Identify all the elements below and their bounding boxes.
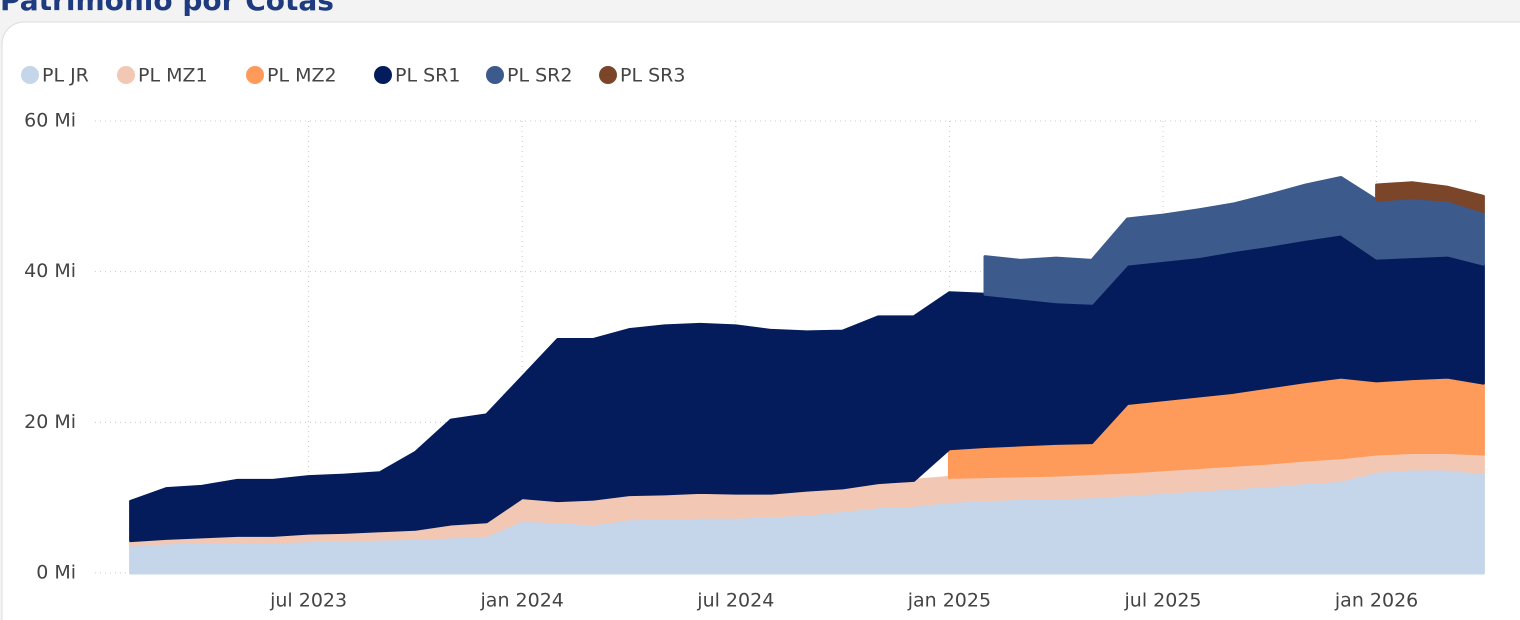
- legend-label: PL MZ1: [138, 65, 208, 87]
- x-tick-label: jul 2025: [1124, 590, 1202, 612]
- y-tick-label: 40 Mi: [24, 260, 76, 282]
- legend-label: PL JR: [42, 65, 89, 87]
- legend-label: PL SR3: [620, 65, 685, 87]
- legend-marker: [374, 66, 392, 84]
- y-tick-label: 0 Mi: [36, 562, 76, 584]
- legend-label: PL SR1: [395, 65, 460, 87]
- x-tick-label: jan 2026: [1334, 590, 1418, 612]
- legend-label: PL SR2: [507, 65, 572, 87]
- legend-marker: [21, 66, 39, 84]
- legend-marker: [486, 66, 504, 84]
- x-tick-label: jan 2025: [907, 590, 991, 612]
- legend-label: PL MZ2: [267, 65, 337, 87]
- legend-marker: [246, 66, 264, 84]
- x-tick-label: jan 2024: [480, 590, 564, 612]
- legend-marker: [599, 66, 617, 84]
- area: [129, 232, 1485, 543]
- page-title: Patrimônio por Cotas: [0, 0, 334, 17]
- area: [1375, 181, 1485, 213]
- area: [983, 176, 1485, 305]
- y-tick-label: 20 Mi: [24, 411, 76, 433]
- x-tick-label: jul 2023: [269, 590, 347, 612]
- legend-marker: [117, 66, 135, 84]
- y-tick-label: 60 Mi: [24, 110, 76, 132]
- x-tick-label: jul 2024: [696, 590, 774, 612]
